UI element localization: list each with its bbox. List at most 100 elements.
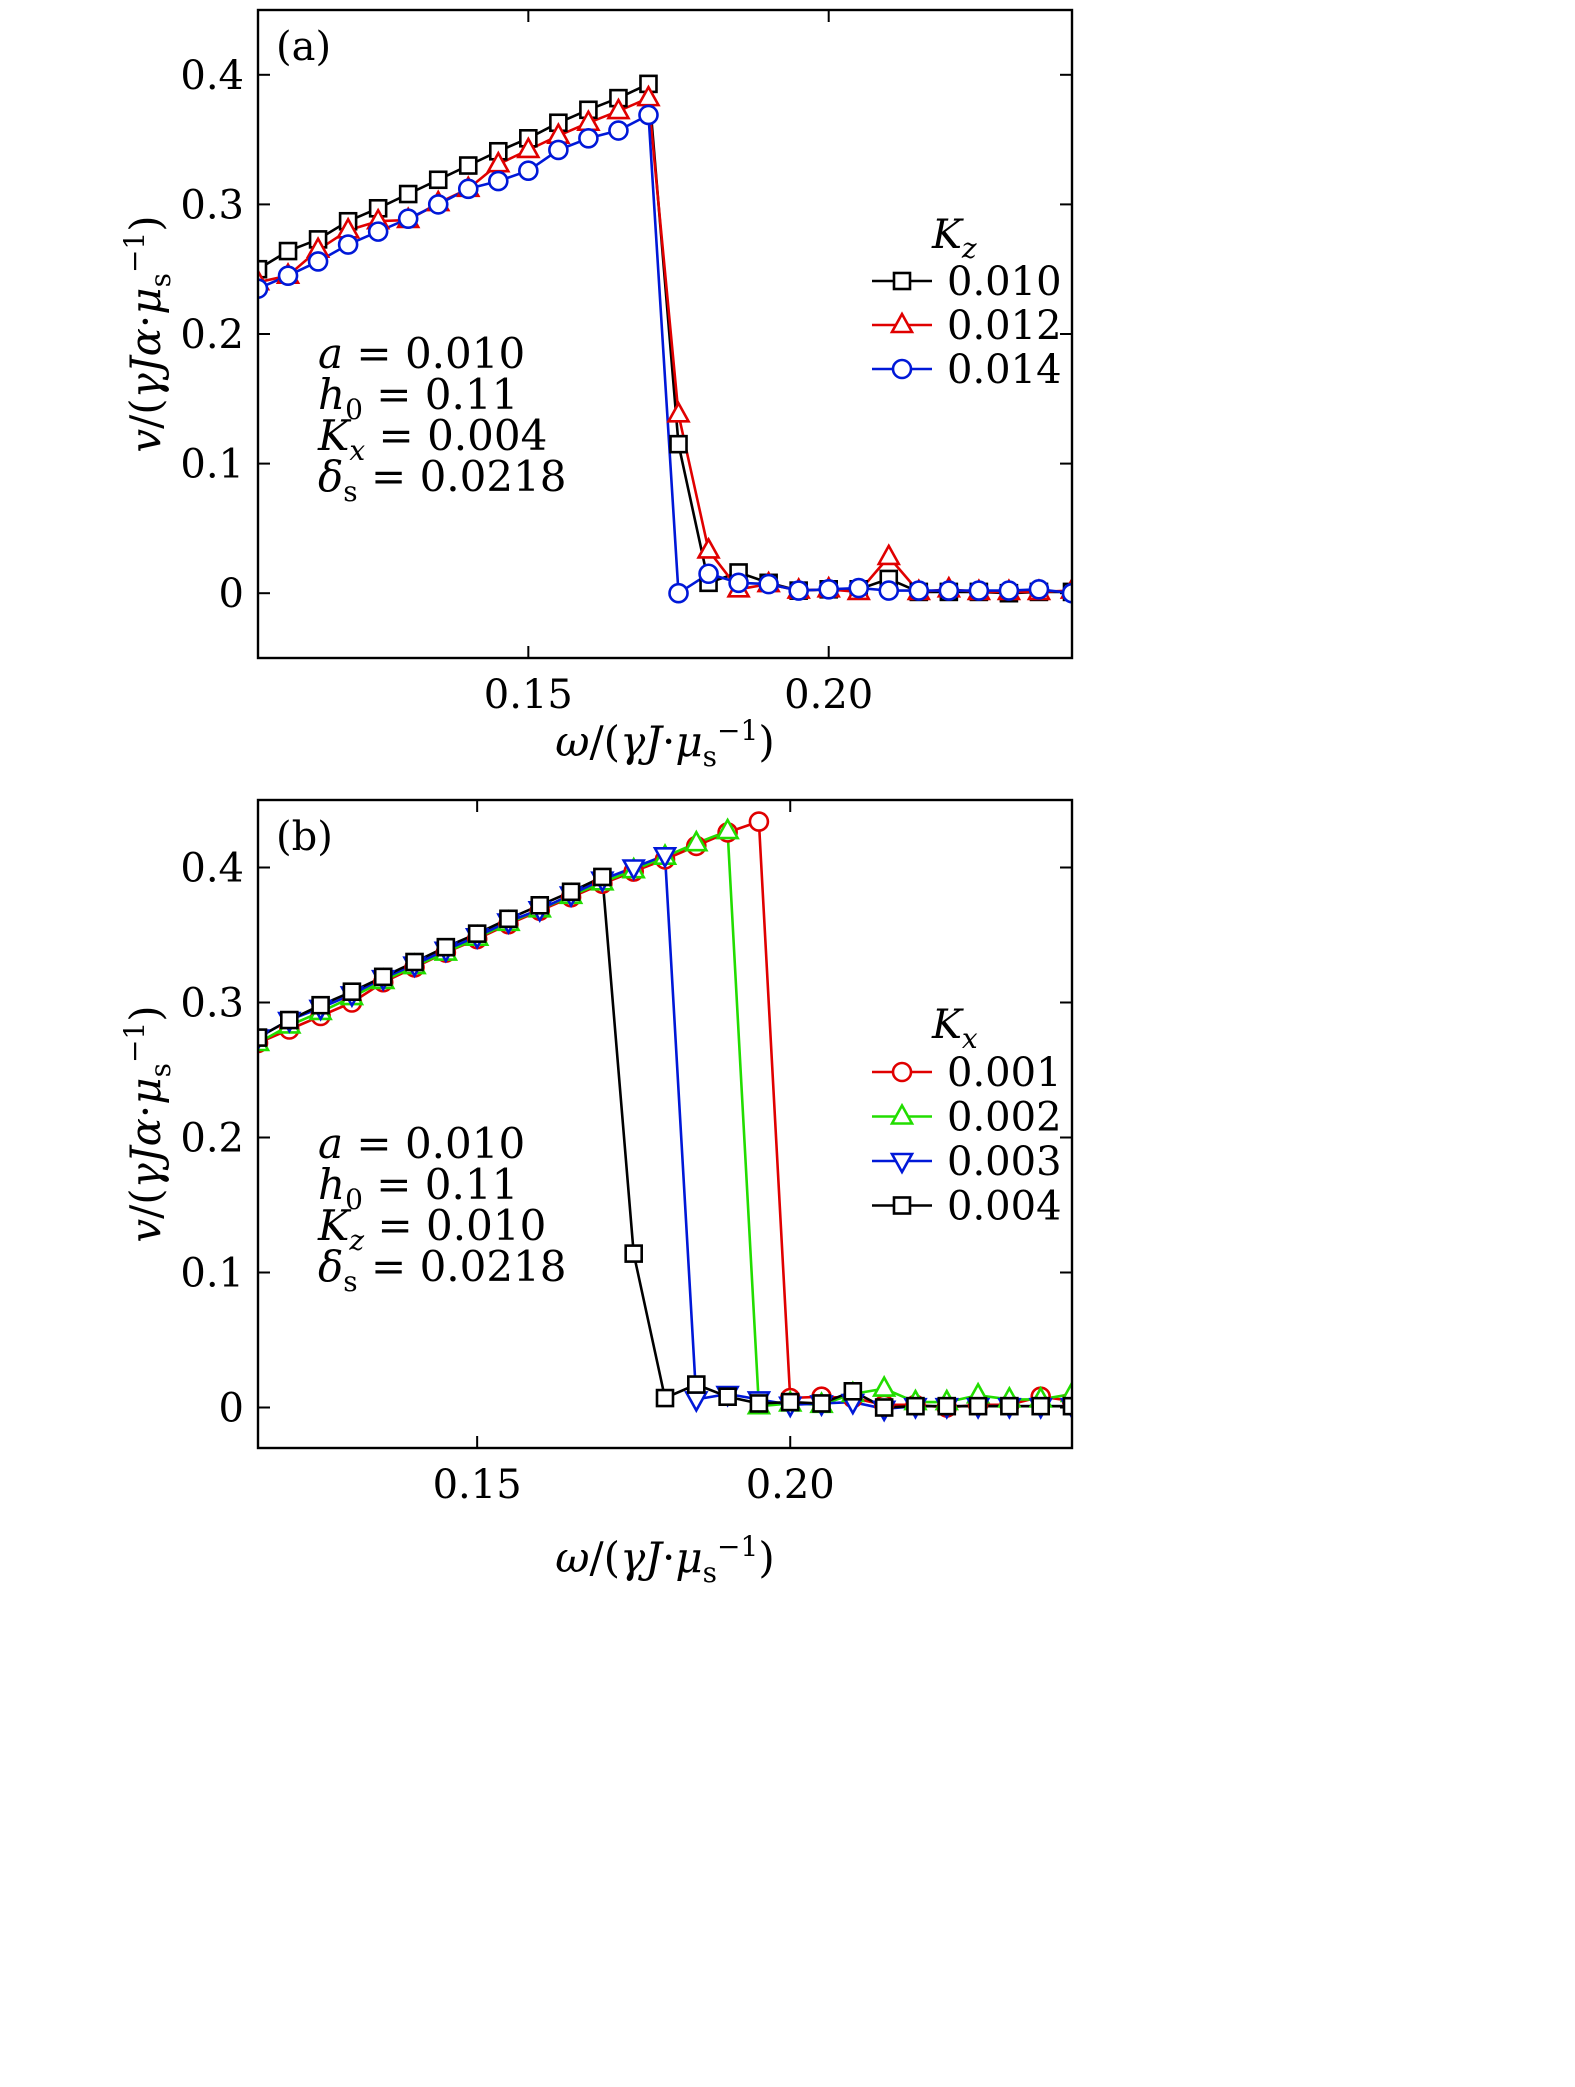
data-point: [624, 1244, 643, 1263]
data-point: [878, 580, 900, 601]
series-markers-0.014: [258, 104, 1072, 604]
y-axis-label: v/(γJα·μs−1): [118, 215, 177, 452]
data-point: [1000, 1396, 1019, 1416]
y-tick-label: 0.3: [180, 981, 244, 1027]
data-point: [684, 1391, 709, 1414]
data-point: [428, 170, 448, 190]
legend-label: 0.002: [947, 1095, 1062, 1141]
data-point: [687, 1375, 706, 1394]
data-point: [405, 952, 424, 972]
data-point: [487, 170, 509, 192]
data-point: [968, 1396, 988, 1416]
legend-title: Kx: [931, 1002, 978, 1055]
data-point: [908, 580, 930, 601]
plot-frame: [256, 8, 1074, 660]
data-point: [499, 909, 518, 929]
y-axis-label: v/(γJα·μs−1): [118, 1005, 177, 1242]
data-point: [652, 847, 678, 870]
data-point: [748, 811, 770, 832]
annotation-line: h0 = 0.11: [318, 1160, 518, 1216]
legend-label: 0.001: [947, 1050, 1062, 1096]
annotation-line: δs = 0.0218: [318, 1242, 567, 1298]
data-point: [561, 882, 581, 902]
data-point: [427, 194, 449, 215]
data-point: [548, 139, 569, 161]
legend-label: 0.012: [947, 303, 1062, 349]
data-point: [871, 1374, 897, 1397]
data-point: [906, 1396, 925, 1416]
plot-area: [258, 811, 1072, 1423]
data-point: [516, 136, 541, 159]
data-point: [718, 1387, 737, 1406]
data-point: [373, 967, 393, 987]
y-tick-label: 0.2: [180, 312, 244, 358]
x-tick-label: 0.20: [746, 1462, 835, 1508]
data-point: [398, 184, 418, 204]
legend-label: 0.010: [947, 259, 1062, 305]
data-point: [937, 1396, 957, 1416]
data-point: [307, 251, 329, 272]
data-point: [397, 208, 419, 229]
data-point: [696, 536, 721, 559]
data-point: [655, 1388, 675, 1408]
data-point: [848, 577, 870, 599]
data-point: [1028, 579, 1050, 600]
data-point: [758, 573, 779, 595]
legend-marker: [889, 311, 915, 334]
legend-marker: [889, 1102, 915, 1125]
data-point: [1062, 1396, 1072, 1416]
x-axis-label: ω/(γJ·μs−1): [555, 1530, 774, 1589]
data-point: [843, 1382, 863, 1401]
data-point: [593, 867, 612, 887]
plot-frame: [256, 798, 1074, 1450]
series-line-0.014: [258, 113, 1072, 595]
legend-marker: [891, 1061, 913, 1083]
annotation-line: h0 = 0.11: [318, 370, 518, 426]
data-point: [1059, 1380, 1072, 1403]
annotation-line: a = 0.010: [318, 1119, 525, 1168]
legend-marker: [892, 271, 912, 291]
legend-label: 0.004: [947, 1184, 1062, 1230]
data-point: [938, 580, 960, 601]
data-point: [258, 259, 268, 279]
data-point: [968, 580, 990, 601]
data-point: [638, 104, 659, 126]
data-point: [530, 895, 550, 915]
y-tick-label: 0.1: [180, 1251, 244, 1297]
data-point: [715, 817, 740, 840]
data-point: [258, 278, 269, 299]
data-point: [874, 1398, 894, 1417]
x-axis-label: ω/(γJ·μs−1): [555, 714, 774, 773]
y-tick-label: 0.3: [180, 182, 244, 228]
data-point: [812, 1394, 831, 1413]
data-point: [280, 1010, 299, 1030]
data-point: [457, 178, 479, 200]
y-tick-label: 0: [219, 1386, 244, 1432]
y-tick-label: 0.1: [180, 442, 244, 488]
plot-area: [258, 74, 1072, 604]
data-point: [780, 1392, 800, 1412]
x-tick-label: 0.20: [784, 672, 873, 718]
y-tick-label: 0: [219, 571, 244, 617]
annotation-line: a = 0.010: [318, 329, 525, 378]
legend-marker: [891, 358, 913, 380]
data-point: [1031, 1396, 1050, 1416]
data-point: [342, 982, 362, 1002]
y-tick-label: 0.4: [180, 53, 244, 99]
data-point: [818, 579, 840, 600]
panel-label: (a): [276, 24, 331, 70]
annotation-line: Kz = 0.010: [317, 1201, 546, 1257]
data-point: [258, 1028, 268, 1047]
data-point: [518, 160, 539, 182]
data-point: [749, 1394, 769, 1413]
data-point: [788, 580, 809, 601]
data-point: [698, 563, 719, 585]
legend-label: 0.014: [947, 347, 1062, 393]
data-point: [669, 434, 688, 454]
series-markers-0.004: [258, 867, 1072, 1417]
annotation-line: Kx = 0.004: [317, 411, 547, 467]
y-tick-label: 0.4: [180, 846, 244, 892]
